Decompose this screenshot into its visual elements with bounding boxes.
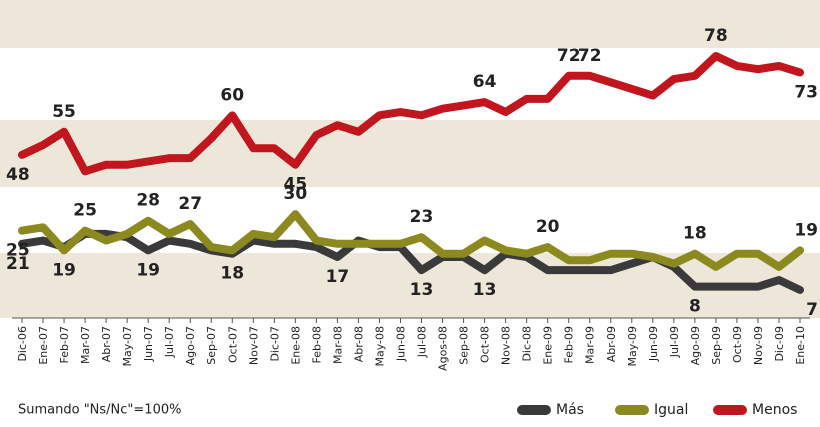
x-tick-label: Oct-09 [731,326,744,363]
x-tick-label: Ene-08 [289,326,302,365]
legend-label: Más [556,402,584,418]
x-tick-label: Abr-09 [605,326,618,362]
x-tick-label: Jun-08 [394,326,407,362]
x-tick-label: Mar-09 [584,326,597,364]
line [18,52,804,176]
value-label: 17 [326,267,350,287]
value-label: 25 [73,201,97,221]
x-tick-label: Nov-08 [500,326,513,365]
band [0,120,820,187]
band [0,253,820,318]
legend-label: Menos [752,402,797,418]
value-label: 28 [136,191,160,211]
value-label: 64 [473,72,497,92]
value-label: 60 [220,85,244,105]
value-label: 19 [52,260,76,280]
value-label: 8 [689,297,701,317]
x-tick-label: Dic-08 [521,326,534,362]
value-label: 19 [136,260,160,280]
x-tick-label: Oct-07 [226,326,239,363]
value-label: 73 [794,82,818,102]
value-label: 19 [794,220,818,240]
x-tick-label: Feb-09 [563,326,576,363]
x-tick-label: Jul-07 [163,326,176,358]
value-label: 72 [557,46,581,66]
value-label: 55 [52,102,76,122]
x-tick-label: Feb-07 [58,326,71,363]
x-tick-label: May-09 [626,326,639,367]
x-tick-label: May-08 [373,326,386,367]
legend-label: Igual [654,402,688,418]
x-tick-label: Dic-06 [16,326,29,362]
value-label: 25 [6,241,30,261]
x-tick-label: Mar-07 [79,326,92,364]
value-label: 13 [473,280,497,300]
x-tick-label: Ene-09 [542,326,555,365]
x-tick-label: Sep-09 [710,326,723,365]
value-label: 45 [284,175,308,195]
value-label: 30 [284,184,308,204]
value-label: 48 [6,165,30,185]
band [0,0,820,48]
x-tick-label: Sep-07 [205,326,218,365]
x-tick-label: Ago-09 [689,326,702,365]
x-tick-label: Ago-07 [184,326,197,365]
x-tick-label: Ene-07 [37,326,50,365]
footnote: Sumando "Ns/Nc"=100% [18,403,181,418]
x-tick-label: May-07 [121,326,134,367]
x-tick-label: Jul-08 [416,326,429,358]
value-label: 13 [410,280,434,300]
value-label: 20 [536,217,560,237]
x-tick-label: Dic-07 [268,326,281,362]
x-tick-label: Agos-08 [437,326,450,371]
value-label: 18 [683,224,707,244]
x-tick-label: Nov-07 [247,326,260,365]
value-label: 21 [6,254,30,274]
x-tick-label: Sep-08 [458,326,471,365]
value-label: 72 [578,46,602,66]
x-tick-label: Dic-09 [773,326,786,362]
x-tick-label: Oct-08 [479,326,492,363]
x-tick-label: Feb-08 [310,326,323,363]
x-tick-label: Abr-07 [100,326,113,362]
x-tick-label: Nov-09 [752,326,765,365]
value-label: 23 [410,207,434,227]
value-label: 7 [806,300,818,320]
value-label: 78 [704,26,728,46]
x-tick-label: Ene-10 [794,326,807,365]
x-tick-label: Jul-09 [668,326,681,358]
x-tick-label: Abr-08 [352,326,365,362]
value-label: 18 [220,264,244,284]
x-tick-label: Mar-08 [331,326,344,364]
line [18,210,804,271]
x-tick-label: Jun-07 [142,326,155,362]
value-label: 27 [178,194,202,214]
x-tick-label: Jun-09 [647,326,660,362]
